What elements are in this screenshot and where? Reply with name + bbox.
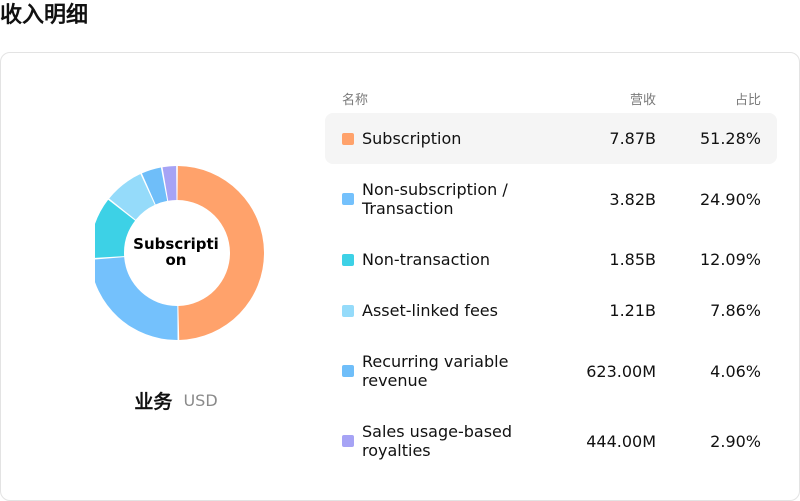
donut-slice-5[interactable]	[141, 167, 168, 205]
legend-swatch	[342, 365, 354, 377]
row-name: Asset-linked fees	[362, 301, 498, 320]
legend-swatch	[342, 435, 354, 447]
legend-swatch	[342, 132, 354, 145]
row-revenue: 1.85B	[609, 250, 656, 269]
donut-chart[interactable]	[95, 165, 265, 341]
donut-slice-4[interactable]	[109, 174, 155, 220]
row-share: 51.28%	[699, 129, 761, 148]
donut-center-label: Subscription	[133, 235, 219, 269]
donut-caption: 业务 USD	[1, 387, 351, 414]
row-name: Recurring variable revenue	[362, 352, 509, 390]
row-name: Non-subscription / Transaction	[362, 180, 508, 218]
table-body: Subscription 7.87B 51.28% Non-subscription …	[325, 113, 777, 476]
header-share: 占比	[734, 93, 761, 108]
row-revenue: 3.82B	[609, 189, 656, 209]
revenue-table: 名称 营收 占比 Subscription 7.87B 51.28% Non-subs…	[325, 81, 777, 476]
legend-swatch	[342, 253, 354, 266]
donut-slice-3[interactable]	[95, 199, 136, 258]
row-revenue: 1.21B	[609, 301, 656, 320]
row-name: Subscription	[362, 129, 462, 148]
revenue-breakdown-card: Subscription 业务 USD 名称 营收 占比 Subscriptio…	[0, 52, 800, 501]
row-share: 24.90%	[699, 189, 761, 209]
row-revenue: 7.87B	[609, 129, 656, 148]
currency-unit: USD	[183, 391, 218, 410]
donut-slice-2[interactable]	[95, 257, 178, 340]
table-row[interactable]: Sales usage-based royalties 444.00M 2.90%	[325, 406, 777, 476]
business-label: 业务	[134, 391, 173, 413]
legend-swatch	[342, 193, 354, 205]
page-title: 收入明细	[0, 3, 89, 28]
row-name: Sales usage-based royalties	[362, 422, 513, 460]
donut-slice-6[interactable]	[162, 166, 177, 201]
row-revenue: 623.00M	[586, 361, 656, 381]
row-share: 12.09%	[699, 250, 761, 269]
row-share: 4.06%	[710, 361, 761, 381]
donut-slice-1[interactable]	[177, 166, 265, 340]
header-revenue: 营收	[629, 93, 656, 108]
table-row[interactable]: Asset-linked fees 1.21B 7.86%	[325, 285, 777, 336]
table-row[interactable]: Subscription 7.87B 51.28%	[325, 113, 777, 164]
table-row[interactable]: Recurring variable revenue 623.00M 4.06%	[325, 336, 777, 406]
row-name: Non-transaction	[362, 250, 491, 269]
row-share: 7.86%	[710, 301, 761, 320]
table-row[interactable]: Non-subscription / Transaction 3.82B 24.90…	[325, 164, 777, 234]
table-row[interactable]: Non-transaction 1.85B 12.09%	[325, 234, 777, 285]
table-header: 名称 营收 占比	[325, 81, 777, 113]
header-name: 名称	[342, 93, 369, 108]
row-revenue: 444.00M	[586, 431, 656, 451]
legend-swatch	[342, 304, 354, 317]
row-share: 2.90%	[710, 431, 761, 451]
